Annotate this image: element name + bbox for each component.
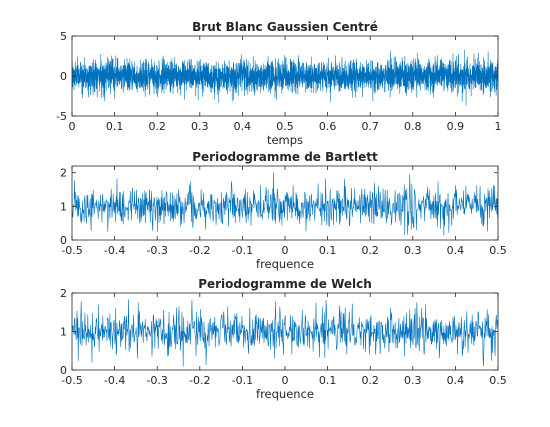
subplot-2: -0.5 -0.4 -0.3 -0.2 -0.1 0 0.1 0.2 0.3 0.4 0.5 0 1 2 P… bbox=[60, 150, 507, 271]
chart-title: Periodogramme de Welch bbox=[198, 277, 372, 291]
x-tick-label: 0.3 bbox=[404, 244, 422, 257]
x-tick-label: -0.2 bbox=[189, 244, 210, 257]
y-tick-label: 2 bbox=[60, 167, 67, 180]
x-tick-label: 0.2 bbox=[361, 244, 379, 257]
x-axis-label: temps bbox=[267, 133, 303, 147]
x-tick-label: -0.5 bbox=[61, 244, 82, 257]
x-tick-label: 0.4 bbox=[447, 374, 465, 387]
x-tick-label: 1 bbox=[495, 120, 502, 133]
x-tick-label: -0.5 bbox=[61, 374, 82, 387]
y-tick-label: 1 bbox=[60, 326, 67, 339]
x-axis-label: frequence bbox=[256, 387, 314, 401]
chart-title: Periodogramme de Bartlett bbox=[192, 150, 378, 164]
x-tick-label: 0.4 bbox=[447, 244, 465, 257]
y-tick-label: 0 bbox=[60, 70, 67, 83]
subplot-3: -0.5 -0.4 -0.3 -0.2 -0.1 0 0.1 0.2 0.3 0.4 0.5 0 1 2 P… bbox=[60, 277, 507, 401]
x-tick-label: 0.6 bbox=[319, 120, 337, 133]
x-tick-label: 0.9 bbox=[447, 120, 465, 133]
x-tick-label: -0.1 bbox=[232, 244, 253, 257]
series-line bbox=[72, 172, 498, 236]
x-axis-label: frequence bbox=[256, 257, 314, 271]
x-tick-label: 0 bbox=[69, 120, 76, 133]
x-tick-label: -0.4 bbox=[104, 374, 125, 387]
y-tick-label: 2 bbox=[60, 287, 67, 300]
y-tick-label: 0 bbox=[60, 364, 67, 377]
x-tick-label: -0.3 bbox=[146, 374, 167, 387]
x-tick-label: 0.1 bbox=[319, 244, 337, 257]
x-tick-label: 0.1 bbox=[319, 374, 337, 387]
x-tick-label: 0.2 bbox=[148, 120, 166, 133]
y-tick-label: 1 bbox=[60, 200, 67, 213]
x-tick-label: 0.3 bbox=[404, 374, 422, 387]
x-tick-label: 0 bbox=[282, 374, 289, 387]
chart-title: Brut Blanc Gaussien Centré bbox=[192, 20, 378, 34]
y-tick-label: 0 bbox=[60, 234, 67, 247]
series-line bbox=[72, 299, 498, 367]
x-tick-label: -0.4 bbox=[104, 244, 125, 257]
x-tick-label: -0.1 bbox=[232, 374, 253, 387]
x-tick-label: 0.4 bbox=[234, 120, 252, 133]
x-tick-label: -0.3 bbox=[146, 244, 167, 257]
x-tick-label: -0.2 bbox=[189, 374, 210, 387]
y-tick-label: 5 bbox=[60, 30, 67, 43]
series-line bbox=[72, 49, 498, 106]
x-tick-label: 0.8 bbox=[404, 120, 422, 133]
x-tick-label: 0.3 bbox=[191, 120, 209, 133]
y-tick-label: -5 bbox=[56, 110, 67, 123]
x-tick-label: 0.2 bbox=[361, 374, 379, 387]
x-tick-label: 0.1 bbox=[106, 120, 124, 133]
x-tick-label: 0.5 bbox=[489, 374, 507, 387]
x-tick-label: 0.5 bbox=[489, 244, 507, 257]
x-tick-label: 0.5 bbox=[276, 120, 294, 133]
x-tick-label: 0.7 bbox=[361, 120, 379, 133]
x-tick-label: 0 bbox=[282, 244, 289, 257]
